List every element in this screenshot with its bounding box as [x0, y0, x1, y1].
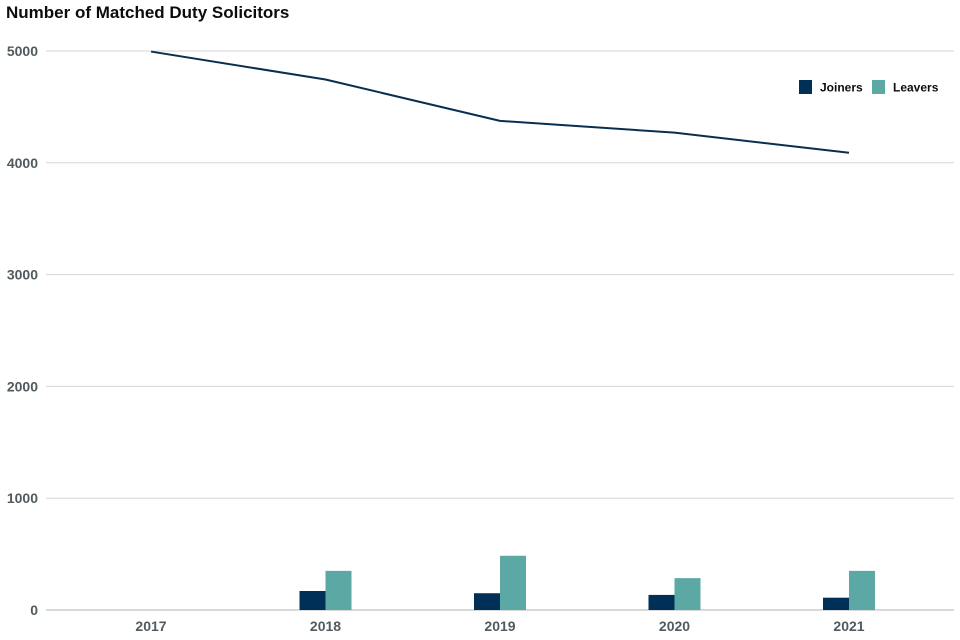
bar-joiners-2020 [648, 594, 675, 610]
bar-joiners-2021 [823, 597, 849, 610]
bar-joiners-2019 [474, 593, 500, 610]
legend-label-leavers: Leavers [893, 81, 939, 95]
y-tick-label: 1000 [7, 490, 38, 506]
bar-joiners-2018 [299, 590, 326, 610]
line-series-path [150, 50, 850, 154]
y-tick-label: 2000 [7, 378, 38, 394]
legend-swatch-joiners [799, 80, 812, 94]
gridlines [46, 50, 954, 611]
x-axis-ticks: 2017 2018 2019 2020 2021 [135, 618, 864, 634]
y-axis-ticks: 0 1000 2000 3000 4000 5000 [7, 43, 38, 618]
x-tick-label: 2018 [310, 618, 341, 634]
y-tick-label: 4000 [7, 155, 38, 171]
line-series [150, 50, 850, 154]
bar-leavers-2021 [849, 570, 875, 610]
x-tick-label: 2017 [135, 618, 166, 634]
legend-label-joiners: Joiners [820, 81, 863, 95]
y-tick-label: 0 [30, 602, 38, 618]
x-tick-label: 2019 [484, 618, 515, 634]
x-tick-label: 2020 [659, 618, 690, 634]
y-tick-label: 5000 [7, 43, 38, 59]
chart-title: Number of Matched Duty Solicitors [6, 3, 290, 22]
y-tick-label: 3000 [7, 267, 38, 283]
bar-leavers-2019 [500, 555, 526, 610]
x-tick-label: 2021 [833, 618, 864, 634]
bars [299, 555, 875, 610]
legend: Joiners Leavers [799, 80, 939, 95]
bar-leavers-2020 [674, 578, 701, 610]
bar-leavers-2018 [325, 570, 352, 610]
legend-swatch-leavers [872, 80, 885, 94]
